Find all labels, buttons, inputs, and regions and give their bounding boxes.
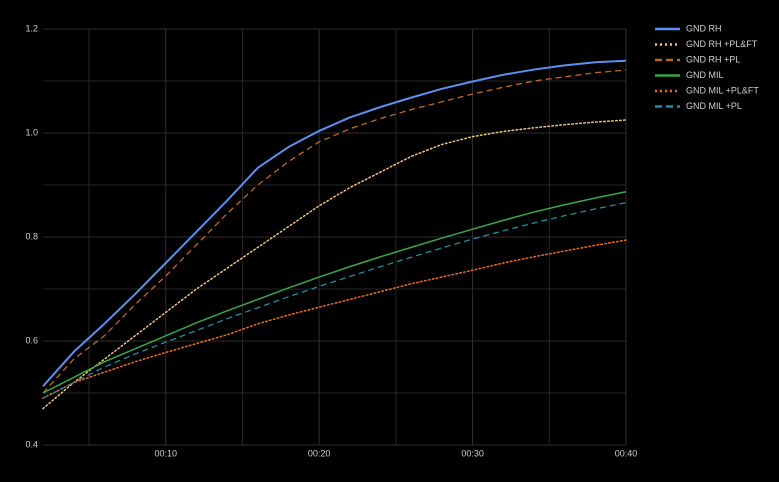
legend-label: GND MIL: [686, 70, 724, 80]
y-tick-label: 0.6: [25, 335, 38, 345]
y-tick-label: 0.4: [25, 439, 38, 449]
legend-label: GND RH +PL&FT: [686, 39, 758, 49]
series-line: [42, 59, 627, 387]
series-line: [42, 69, 627, 394]
x-tick-label: 00:10: [154, 448, 177, 458]
legend-label: GND MIL +PL: [686, 101, 742, 111]
legend-label: GND RH: [686, 23, 722, 33]
y-tick-label: 0.8: [25, 231, 38, 241]
y-tick-label: 1.0: [25, 127, 38, 137]
series-line: [42, 191, 627, 394]
series-line: [42, 239, 627, 399]
legend-label: GND RH +PL: [686, 54, 740, 64]
y-tick-label: 1.2: [25, 23, 38, 33]
legend-label: GND MIL +PL&FT: [686, 85, 759, 95]
x-tick-label: 00:20: [308, 448, 331, 458]
x-tick-label: 00:40: [615, 448, 638, 458]
series-line: [42, 202, 627, 399]
series-line: [42, 119, 627, 410]
x-tick-label: 00:30: [461, 448, 484, 458]
